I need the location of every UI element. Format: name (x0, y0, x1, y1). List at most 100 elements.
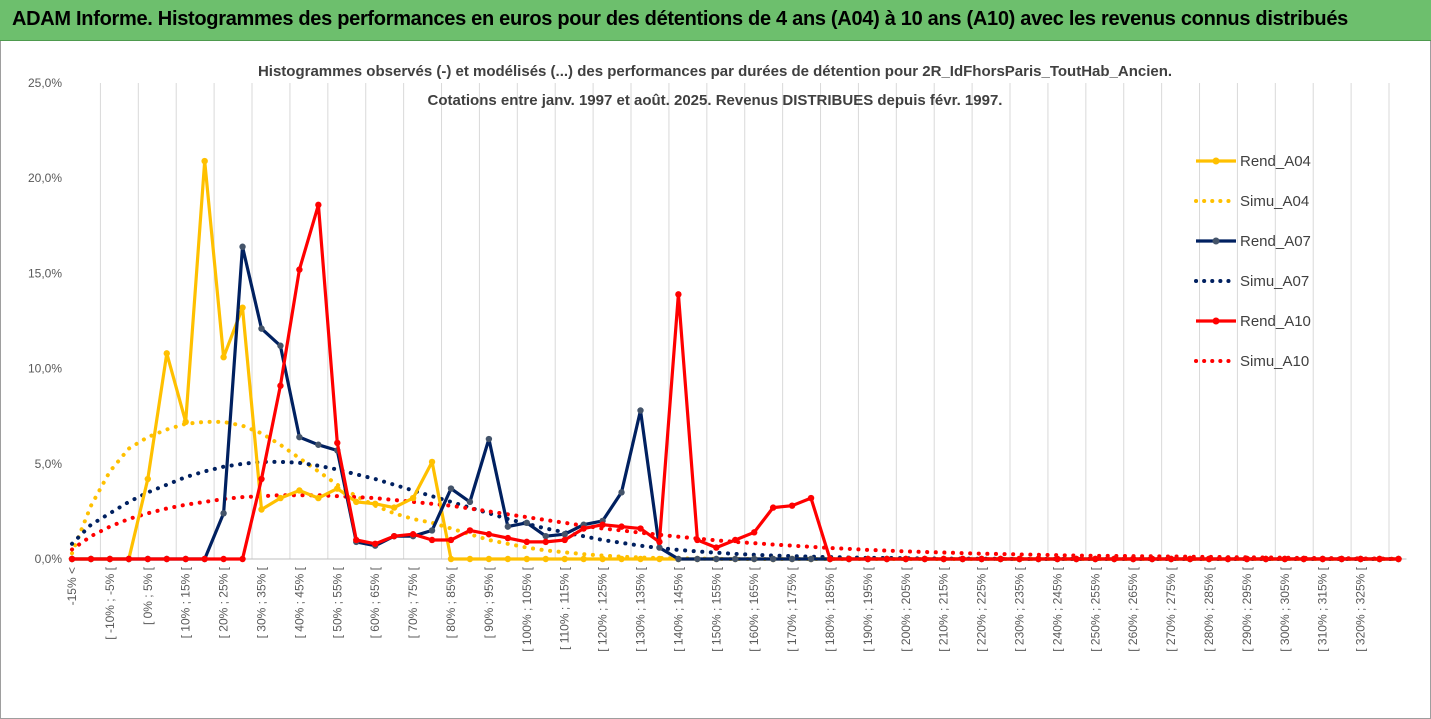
x-tick-label: [ 280% ; 285% [ (1202, 566, 1216, 651)
data-point (390, 504, 398, 511)
data-point (447, 485, 455, 492)
x-tick-label: [ 130% ; 135% [ (634, 566, 648, 651)
data-point (542, 555, 549, 563)
line-chart: 0,0% 5,0% 10,0% 15,0% 20,0% 25,0% -15% < [ -10… (28, 63, 1407, 652)
x-tick-label: [ 0% ; 5% [ (141, 566, 155, 625)
legend-marker (1212, 157, 1220, 165)
data-point (239, 304, 246, 311)
legend-entry: Rend_A10 (1196, 313, 1311, 330)
y-tick-label: 10,0% (28, 362, 62, 376)
data-point (580, 525, 587, 532)
data-point (1035, 555, 1042, 563)
data-point (523, 538, 530, 546)
data-point (1148, 555, 1156, 563)
data-point (372, 500, 379, 507)
data-point (334, 439, 341, 447)
legend: Rend_A04 Simu_A04 Rend_A07 Simu_A07 Rend_A10… (1194, 153, 1311, 370)
data-point (940, 555, 947, 563)
data-point (372, 540, 379, 547)
data-point (409, 494, 417, 502)
data-point (997, 555, 1004, 563)
y-tick-label: 20,0% (28, 171, 62, 185)
x-tick-label: [ 120% ; 125% [ (596, 566, 610, 651)
data-point (258, 475, 265, 483)
legend-marker (1212, 317, 1220, 325)
data-point (296, 433, 303, 441)
data-point (807, 494, 815, 502)
data-point (751, 529, 758, 536)
data-point (353, 498, 360, 506)
data-point (1281, 555, 1289, 563)
data-point (201, 555, 208, 563)
data-point (125, 555, 133, 563)
data-point (504, 523, 512, 530)
x-axis-tick-labels: -15% < [ -10% ; -5% [[ 0% ; 5% [[ 10% ; 1… (65, 566, 1368, 651)
data-point (390, 532, 398, 540)
data-point (1111, 555, 1118, 563)
x-tick-label: [ 230% ; 235% [ (1013, 566, 1027, 651)
x-tick-label: [ 240% ; 245% [ (1050, 566, 1064, 651)
data-point (353, 536, 360, 544)
data-point (1357, 555, 1364, 563)
x-tick-label: [ 80% ; 85% [ (444, 566, 458, 638)
data-point (1130, 555, 1137, 563)
data-point (466, 498, 474, 506)
legend-label: Simu_A07 (1240, 273, 1309, 290)
data-point (959, 555, 966, 563)
data-point (1205, 555, 1213, 563)
x-tick-label: [ 60% ; 65% [ (368, 566, 382, 638)
data-point (902, 555, 909, 563)
legend-label: Rend_A07 (1240, 233, 1311, 250)
series-Simu_A10 (70, 493, 1401, 561)
legend-marker (1212, 237, 1220, 245)
data-point (106, 555, 114, 563)
data-point (542, 538, 549, 546)
data-point (561, 536, 568, 544)
data-point (561, 555, 568, 563)
data-point (1073, 555, 1080, 563)
legend-label: Rend_A10 (1240, 313, 1311, 330)
data-point (334, 485, 341, 492)
x-tick-label: [ 90% ; 95% [ (482, 566, 496, 638)
data-point (713, 544, 720, 551)
data-point (675, 555, 682, 563)
data-point (788, 502, 796, 509)
data-point (807, 555, 815, 563)
data-point (296, 266, 303, 273)
data-point (485, 555, 493, 563)
x-tick-label: [ 170% ; 175% [ (785, 566, 799, 651)
data-point (864, 555, 872, 563)
x-tick-label: [ 30% ; 35% [ (255, 566, 269, 638)
data-point (694, 555, 701, 563)
x-tick-label: [ 40% ; 45% [ (292, 566, 306, 638)
data-point (220, 555, 227, 563)
series-Rend_A04 (68, 157, 1402, 563)
data-point (561, 531, 568, 538)
data-point (1338, 555, 1345, 563)
data-point (428, 527, 436, 534)
x-tick-label: [ 200% ; 205% [ (899, 566, 913, 651)
data-point (751, 555, 758, 563)
series-line (70, 459, 1401, 561)
data-point (1243, 555, 1251, 563)
data-point (978, 555, 985, 563)
y-tick-label: 5,0% (35, 457, 63, 471)
data-point (713, 555, 720, 563)
data-point (637, 407, 644, 414)
data-point (258, 506, 265, 513)
x-tick-label: -15% < (65, 567, 79, 605)
legend-label: Simu_A04 (1240, 193, 1309, 210)
data-point (921, 555, 928, 563)
data-point (1376, 555, 1383, 563)
data-point (523, 519, 530, 527)
y-tick-label: 15,0% (28, 266, 62, 280)
data-point (694, 536, 701, 544)
x-tick-label: [ 70% ; 75% [ (406, 566, 420, 638)
data-point (144, 475, 151, 483)
data-point (409, 531, 417, 538)
data-point (201, 157, 208, 165)
series-line (70, 493, 1401, 561)
data-point (675, 291, 682, 298)
title-banner: ADAM Informe. Histogrammes des performan… (0, 0, 1431, 41)
